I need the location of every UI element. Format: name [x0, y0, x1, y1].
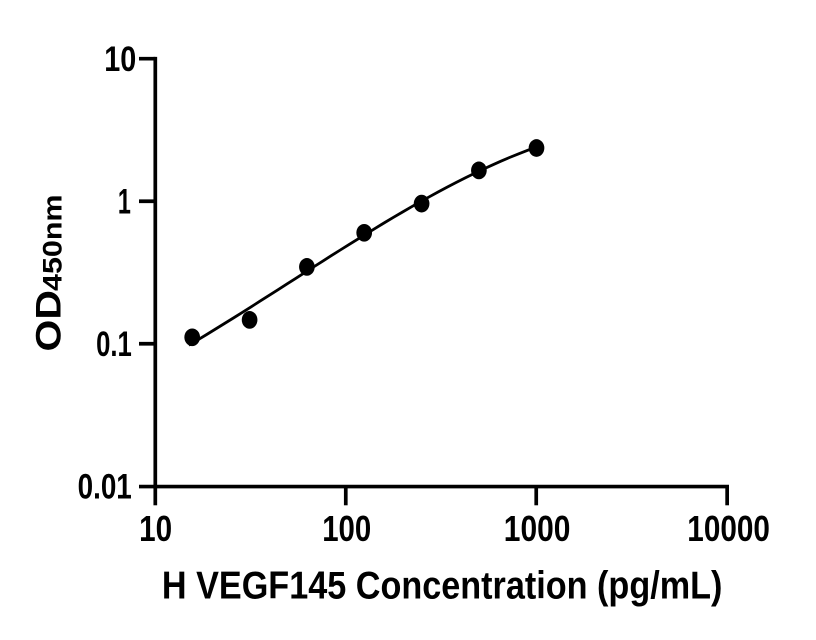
svg-text:H VEGF145 Concentration (pg/mL: H VEGF145 Concentration (pg/mL): [162, 564, 723, 607]
svg-text:0.1: 0.1: [96, 324, 132, 364]
svg-text:1: 1: [118, 182, 131, 222]
svg-text:0.01: 0.01: [78, 467, 132, 507]
svg-text:100: 100: [322, 508, 371, 549]
svg-text:OD: OD: [29, 290, 69, 352]
svg-text:10: 10: [139, 508, 172, 549]
svg-text:1000: 1000: [504, 508, 571, 549]
svg-text:10: 10: [104, 39, 136, 79]
svg-text:450nm: 450nm: [37, 195, 67, 292]
svg-text:10000: 10000: [687, 508, 770, 549]
